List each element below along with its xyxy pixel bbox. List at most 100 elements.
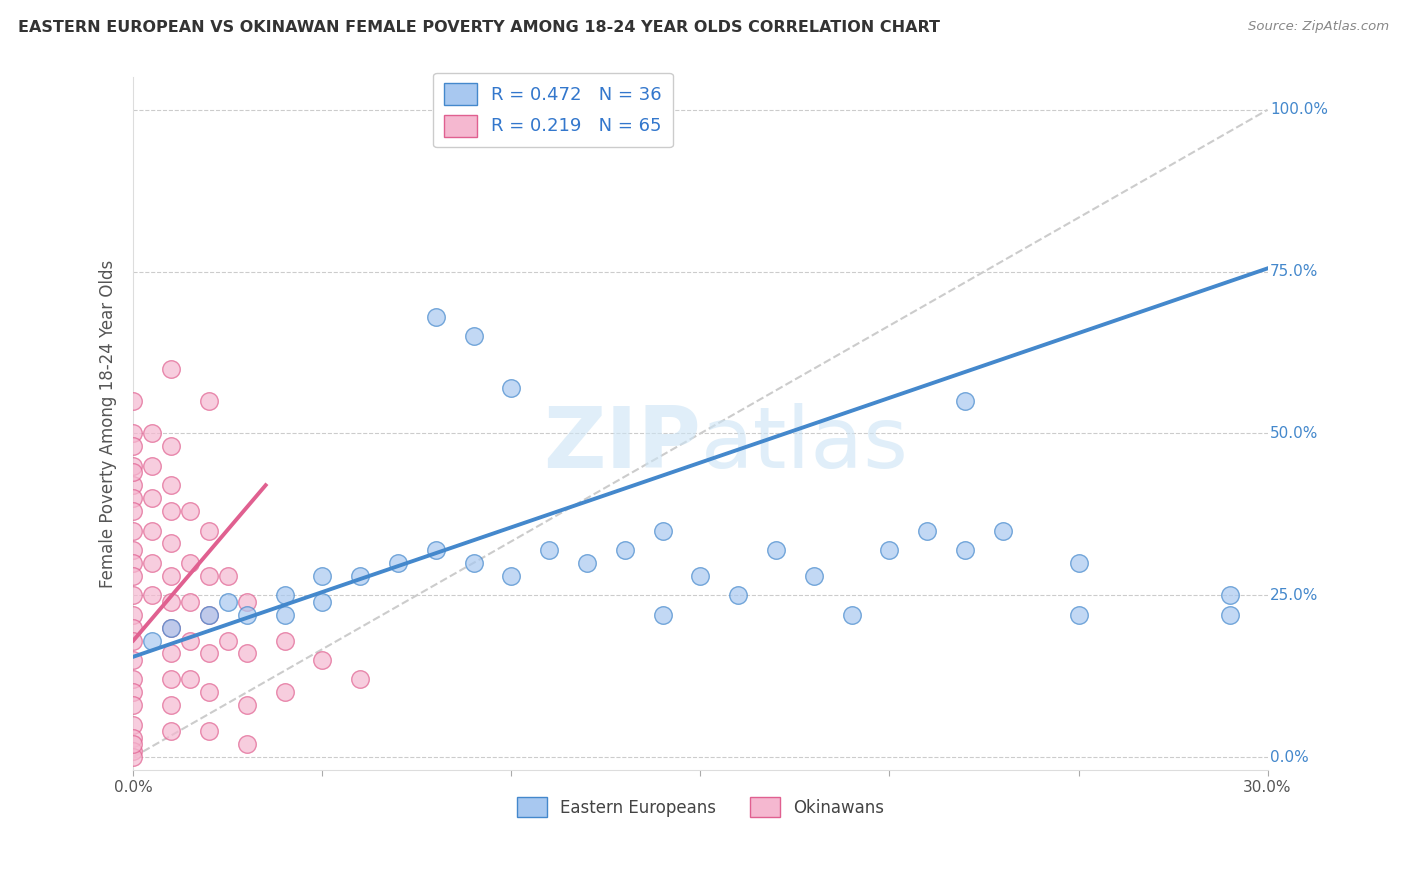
Point [160, 698, 183, 713]
Point [311, 595, 333, 609]
Point [122, 543, 145, 558]
Point [803, 569, 825, 583]
Point [122, 717, 145, 731]
Point [538, 543, 561, 558]
Point [122, 504, 145, 518]
Point [122, 458, 145, 473]
Point [1219, 607, 1241, 622]
Point [425, 543, 447, 558]
Point [349, 569, 371, 583]
Point [651, 524, 673, 538]
Point [273, 607, 295, 622]
Point [198, 685, 221, 699]
Point [160, 724, 183, 739]
Point [122, 465, 145, 479]
Point [179, 633, 201, 648]
Point [311, 653, 333, 667]
Point [122, 653, 145, 667]
Point [179, 556, 201, 570]
Point [349, 673, 371, 687]
Point [1067, 607, 1090, 622]
Y-axis label: Female Poverty Among 18-24 Year Olds: Female Poverty Among 18-24 Year Olds [100, 260, 117, 588]
Point [463, 329, 485, 343]
Point [463, 556, 485, 570]
Point [160, 595, 183, 609]
Point [122, 439, 145, 453]
Text: 75.0%: 75.0% [1270, 264, 1319, 279]
Point [122, 478, 145, 492]
Point [1219, 588, 1241, 602]
Point [160, 478, 183, 492]
Point [273, 633, 295, 648]
Point [236, 595, 259, 609]
Point [122, 750, 145, 764]
Legend: Eastern Europeans, Okinawans: Eastern Europeans, Okinawans [510, 790, 890, 824]
Point [122, 426, 145, 441]
Point [179, 595, 201, 609]
Point [198, 724, 221, 739]
Point [217, 595, 239, 609]
Point [387, 556, 409, 570]
Point [122, 524, 145, 538]
Text: 100.0%: 100.0% [1270, 103, 1327, 118]
Point [141, 426, 163, 441]
Point [141, 458, 163, 473]
Point [122, 633, 145, 648]
Point [198, 569, 221, 583]
Point [179, 504, 201, 518]
Point [236, 737, 259, 751]
Point [179, 673, 201, 687]
Point [141, 556, 163, 570]
Point [1067, 556, 1090, 570]
Point [217, 633, 239, 648]
Point [879, 543, 901, 558]
Point [122, 491, 145, 505]
Text: ZIP: ZIP [543, 403, 700, 486]
Point [122, 685, 145, 699]
Point [311, 569, 333, 583]
Point [122, 698, 145, 713]
Point [689, 569, 711, 583]
Point [122, 556, 145, 570]
Point [953, 394, 976, 409]
Text: EASTERN EUROPEAN VS OKINAWAN FEMALE POVERTY AMONG 18-24 YEAR OLDS CORRELATION CH: EASTERN EUROPEAN VS OKINAWAN FEMALE POVE… [18, 20, 941, 35]
Point [160, 439, 183, 453]
Point [198, 394, 221, 409]
Point [122, 731, 145, 745]
Point [501, 569, 523, 583]
Point [160, 569, 183, 583]
Point [613, 543, 636, 558]
Point [141, 588, 163, 602]
Point [141, 524, 163, 538]
Point [765, 543, 787, 558]
Point [236, 698, 259, 713]
Point [122, 743, 145, 757]
Point [727, 588, 749, 602]
Point [651, 607, 673, 622]
Point [160, 621, 183, 635]
Point [501, 381, 523, 395]
Point [141, 633, 163, 648]
Point [917, 524, 939, 538]
Point [841, 607, 863, 622]
Point [122, 394, 145, 409]
Text: 25.0%: 25.0% [1270, 588, 1319, 603]
Point [273, 685, 295, 699]
Point [160, 361, 183, 376]
Point [198, 607, 221, 622]
Point [160, 504, 183, 518]
Point [122, 621, 145, 635]
Point [198, 524, 221, 538]
Point [425, 310, 447, 324]
Point [236, 607, 259, 622]
Point [141, 491, 163, 505]
Point [160, 647, 183, 661]
Text: 0.0%: 0.0% [1270, 749, 1309, 764]
Text: Source: ZipAtlas.com: Source: ZipAtlas.com [1249, 20, 1389, 33]
Point [991, 524, 1014, 538]
Point [198, 647, 221, 661]
Point [236, 647, 259, 661]
Point [122, 569, 145, 583]
Point [217, 569, 239, 583]
Point [160, 621, 183, 635]
